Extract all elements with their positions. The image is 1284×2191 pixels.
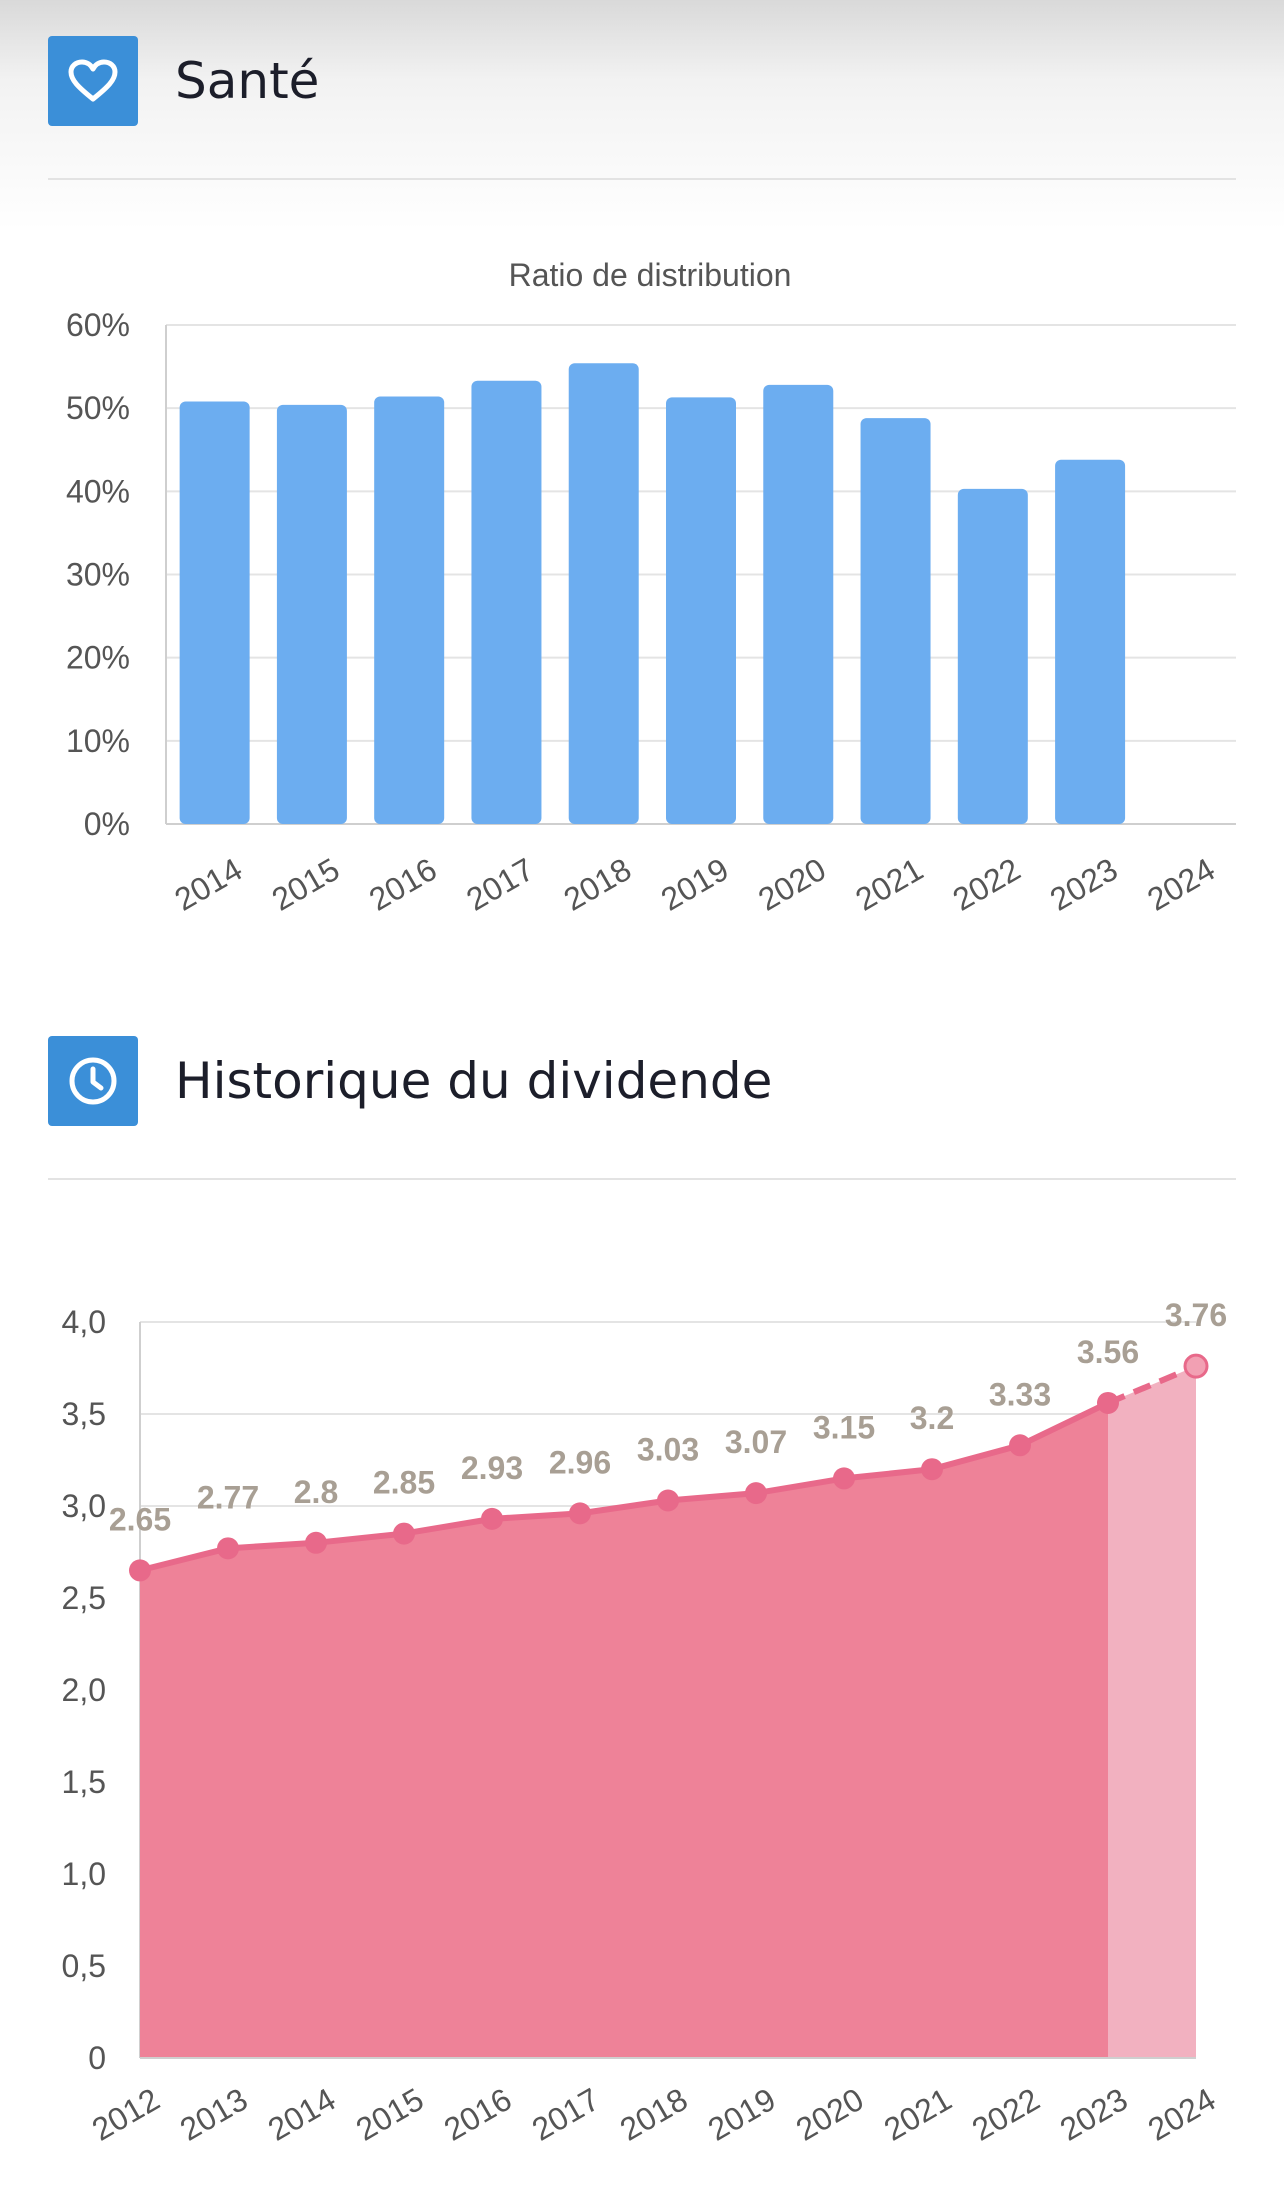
- y-tick-label: 30%: [66, 557, 130, 593]
- heart-icon: [48, 36, 138, 126]
- x-tick-label: 2018: [558, 851, 638, 918]
- data-label: 3.15: [813, 1409, 875, 1445]
- health-section-header: Santé: [48, 36, 1236, 180]
- x-tick-label: 2017: [460, 851, 540, 918]
- data-label: 2.85: [373, 1465, 435, 1501]
- y-tick-label: 0: [88, 2040, 106, 2076]
- data-label: 3.56: [1077, 1334, 1139, 1370]
- data-point-2012: [129, 1559, 151, 1582]
- dividend-section-header: Historique du dividende: [48, 1036, 1236, 1180]
- x-tick-label: 2013: [174, 2081, 254, 2148]
- data-point-2016: [481, 1507, 503, 1530]
- y-tick-label: 2,0: [62, 1672, 106, 1708]
- y-tick-label: 10%: [66, 723, 130, 759]
- x-tick-label: 2019: [655, 851, 735, 918]
- bar-2023: [1055, 459, 1126, 824]
- x-tick-label: 2012: [86, 2081, 166, 2148]
- x-tick-label: 2014: [262, 2081, 342, 2148]
- bar-2016: [374, 396, 445, 824]
- section-title-dividend: Historique du dividende: [175, 1052, 773, 1110]
- data-label: 3.33: [989, 1376, 1051, 1412]
- payout-ratio-chart: Ratio de distribution 0% 10% 20% 30% 40% 50% 60…: [66, 257, 1236, 918]
- header-fade: [0, 0, 1284, 230]
- bar-2018: [568, 363, 639, 824]
- bar-2020: [763, 384, 834, 824]
- bar-2022: [957, 488, 1028, 824]
- y-tick-label: 60%: [66, 307, 130, 343]
- data-label: 2.8: [294, 1474, 338, 1510]
- data-point-2015: [393, 1522, 415, 1545]
- y-tick-label: 50%: [66, 390, 130, 426]
- x-tick-label: 2020: [752, 851, 832, 918]
- data-point-2014: [305, 1531, 327, 1554]
- bar-2015: [276, 404, 347, 824]
- data-label: 3.76: [1165, 1297, 1227, 1333]
- x-tick-label: 2015: [350, 2081, 430, 2148]
- bar-2019: [666, 397, 736, 824]
- data-label: 2.96: [549, 1444, 611, 1480]
- bar-2017: [471, 380, 542, 824]
- x-tick-label: 2023: [1044, 851, 1124, 918]
- x-tick-label: 2016: [363, 851, 443, 918]
- divider: [48, 178, 1236, 180]
- section-title-health: Santé: [175, 52, 320, 110]
- x-tick-label: 2015: [266, 851, 346, 918]
- data-point-2023: [1097, 1391, 1119, 1414]
- x-tick-label: 2019: [702, 2081, 782, 2148]
- x-tick-label: 2022: [966, 2081, 1046, 2148]
- data-point-2018: [657, 1489, 679, 1512]
- data-point-2017: [569, 1502, 591, 1525]
- y-tick-label: 40%: [66, 473, 130, 509]
- dividend-forecast-area: [1108, 1366, 1196, 2058]
- divider: [48, 1178, 1236, 1180]
- x-tick-label: 2014: [168, 851, 248, 918]
- data-label: 3.07: [725, 1424, 787, 1460]
- y-tick-label: 0%: [84, 806, 130, 842]
- y-tick-label: 0,5: [62, 1948, 106, 1984]
- dividend-area: [140, 1402, 1108, 2058]
- y-tick-label: 3,5: [62, 1396, 106, 1432]
- data-point-2019: [745, 1482, 767, 1505]
- y-tick-label: 1,0: [62, 1856, 106, 1892]
- x-tick-label: 2021: [878, 2081, 958, 2148]
- data-label: 3.2: [910, 1400, 954, 1436]
- dividend-history-chart: 0 0,5 1,0 1,5 2,0 2,5 3,0 3,5 4,0 2.65 2012 2.77 201…: [62, 1297, 1228, 2148]
- x-tick-label: 2018: [614, 2081, 694, 2148]
- x-tick-label: 2023: [1054, 2081, 1134, 2148]
- y-tick-label: 4,0: [62, 1304, 106, 1340]
- data-label: 2.65: [109, 1501, 171, 1537]
- data-point-2021: [921, 1458, 943, 1481]
- bar-2021: [860, 418, 931, 824]
- data-point-2020: [833, 1467, 855, 1490]
- y-tick-label: 20%: [66, 640, 130, 676]
- data-label: 2.93: [461, 1450, 523, 1486]
- data-point-2022: [1009, 1434, 1031, 1457]
- x-tick-label: 2022: [947, 851, 1027, 918]
- x-tick-label: 2024: [1141, 851, 1221, 918]
- y-tick-label: 2,5: [62, 1580, 106, 1616]
- bar-2014: [179, 401, 250, 824]
- y-tick-label: 3,0: [62, 1488, 106, 1524]
- x-tick-label: 2024: [1142, 2081, 1222, 2148]
- x-tick-label: 2016: [438, 2081, 518, 2148]
- x-tick-label: 2021: [849, 851, 929, 918]
- x-tick-label: 2020: [790, 2081, 870, 2148]
- chart-title: Ratio de distribution: [509, 257, 792, 293]
- data-point-2013: [217, 1537, 239, 1560]
- data-label: 3.03: [637, 1431, 699, 1467]
- data-point-2024: [1183, 1353, 1209, 1379]
- dividend-forecast-line: [1106, 1363, 1198, 1406]
- data-label: 2.77: [197, 1479, 259, 1515]
- clock-icon: [48, 1036, 138, 1126]
- x-tick-label: 2017: [526, 2081, 606, 2148]
- dividend-line: [139, 1400, 1110, 1574]
- y-tick-label: 1,5: [62, 1764, 106, 1800]
